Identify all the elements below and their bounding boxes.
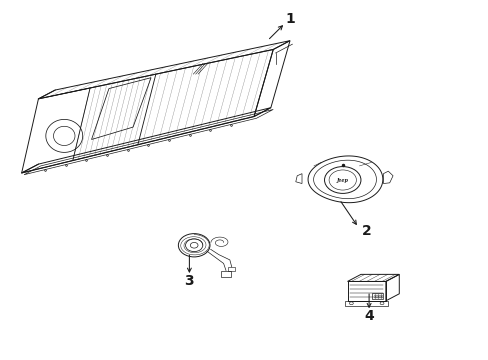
Text: 3: 3 — [184, 274, 194, 288]
Text: 4: 4 — [364, 309, 373, 323]
Text: Jeep: Jeep — [336, 177, 348, 183]
Text: 2: 2 — [361, 224, 371, 238]
Text: 1: 1 — [285, 13, 294, 27]
